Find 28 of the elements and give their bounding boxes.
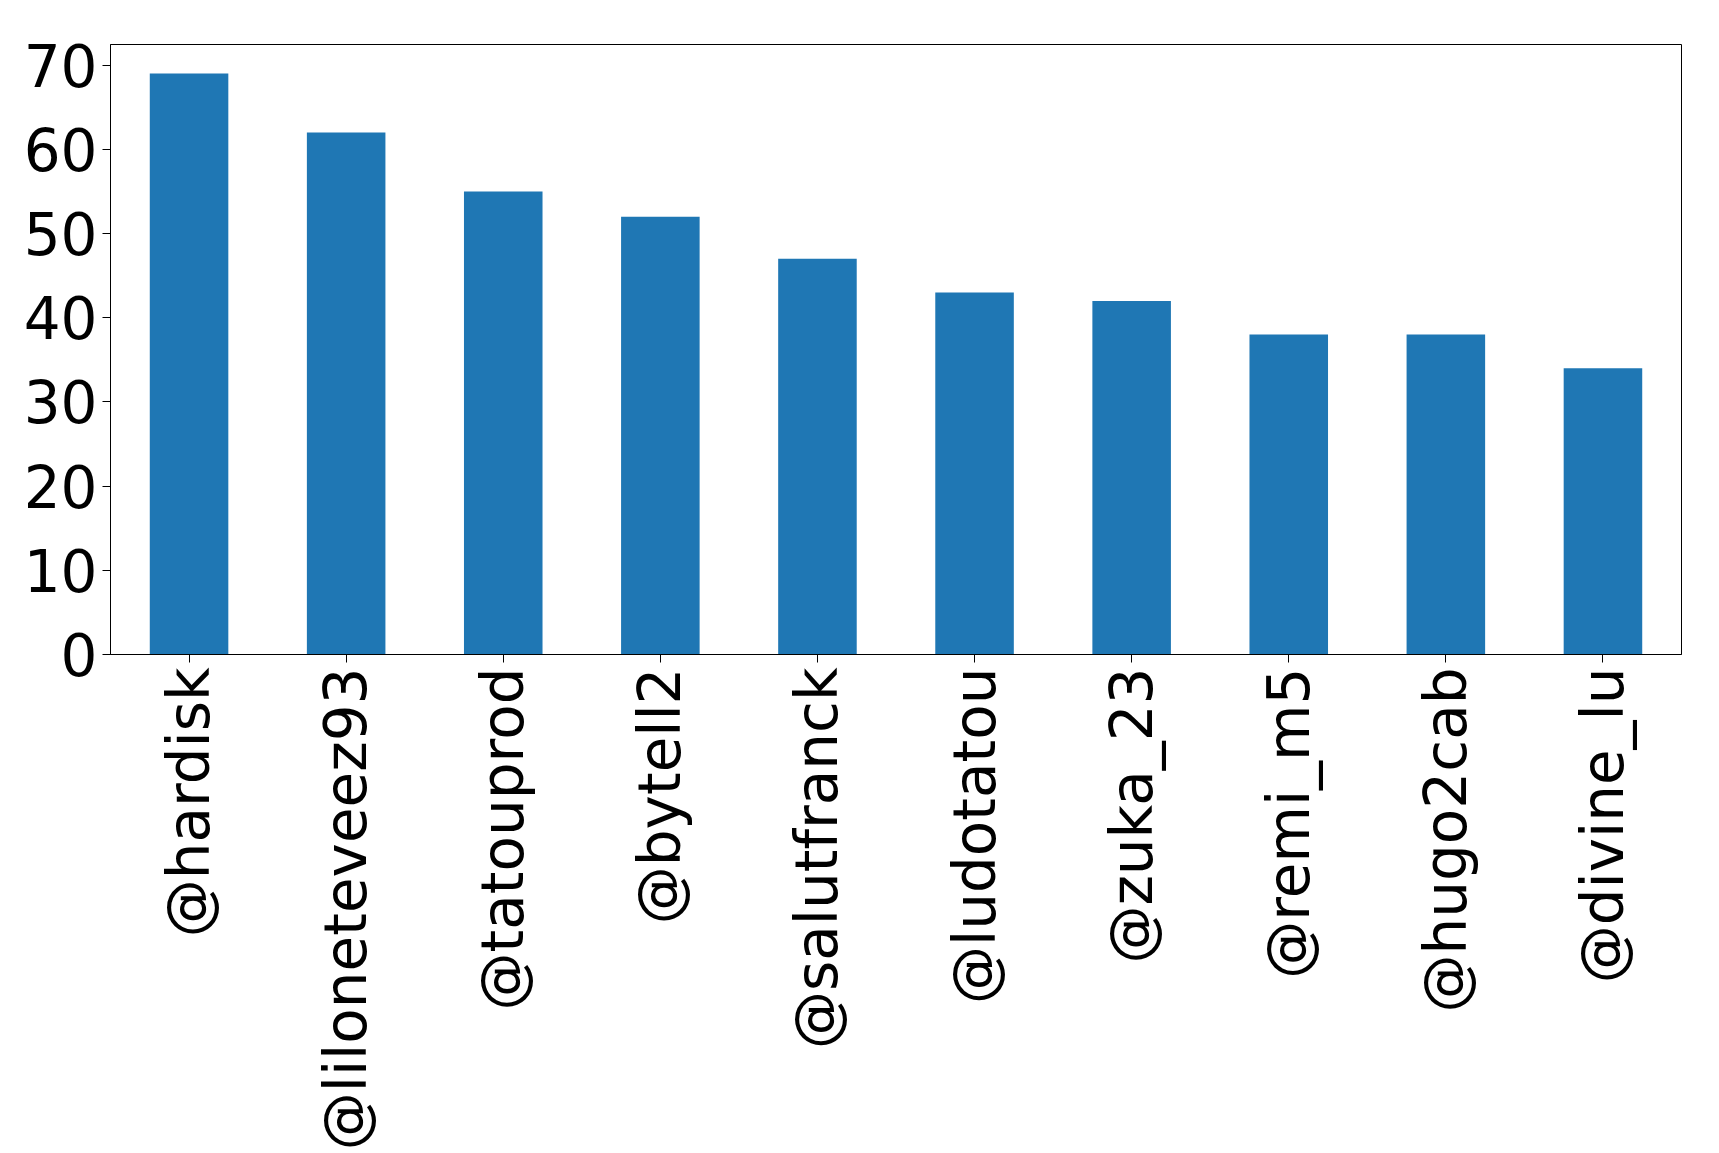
y-tick-label: 50 bbox=[23, 201, 98, 270]
x-tick-label: @salutfranck bbox=[783, 667, 852, 1049]
bar bbox=[1249, 334, 1329, 655]
x-tick-label: @tatouprod bbox=[469, 667, 538, 1011]
y-tick-label: 40 bbox=[23, 285, 98, 354]
bar bbox=[935, 292, 1014, 655]
x-tick-label: @remi_m5 bbox=[1254, 667, 1323, 979]
x-tick-label: @bytell2 bbox=[626, 667, 695, 925]
bar bbox=[1092, 300, 1171, 655]
y-tick-label: 70 bbox=[23, 32, 98, 101]
y-tick-label: 30 bbox=[23, 369, 98, 438]
x-tick-label: @hugo2cab bbox=[1411, 667, 1480, 1013]
x-tick-label: @hardisk bbox=[155, 667, 224, 938]
y-tick-label: 20 bbox=[23, 453, 98, 522]
bar bbox=[1406, 334, 1486, 655]
bar bbox=[306, 132, 386, 655]
bar bbox=[463, 191, 543, 655]
y-tick-label: 0 bbox=[60, 622, 98, 690]
bar bbox=[621, 216, 700, 655]
bar bbox=[778, 258, 857, 655]
x-tick-label: @zuka_23 bbox=[1097, 667, 1166, 964]
y-tick-label: 60 bbox=[23, 116, 98, 185]
x-tick-label: @liloneteveez93 bbox=[312, 667, 381, 1151]
x-tick-label: @ludotatou bbox=[940, 667, 1009, 1004]
bar bbox=[1563, 368, 1643, 655]
bar bbox=[149, 73, 229, 655]
x-tick-label: @divine_lu bbox=[1568, 667, 1637, 984]
y-tick-label: 10 bbox=[23, 537, 98, 606]
